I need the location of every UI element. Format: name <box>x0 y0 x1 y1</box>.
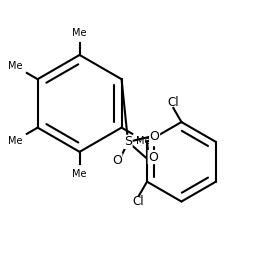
Text: Cl: Cl <box>132 195 144 208</box>
Text: Me: Me <box>9 61 23 71</box>
Text: O: O <box>150 131 160 144</box>
Text: Me: Me <box>72 169 87 179</box>
Text: Cl: Cl <box>168 96 179 109</box>
Text: S: S <box>124 135 132 148</box>
Text: Me: Me <box>136 136 151 146</box>
Text: O: O <box>148 151 158 164</box>
Text: O: O <box>112 154 122 167</box>
Text: Me: Me <box>9 136 23 146</box>
Text: Me: Me <box>72 28 87 38</box>
